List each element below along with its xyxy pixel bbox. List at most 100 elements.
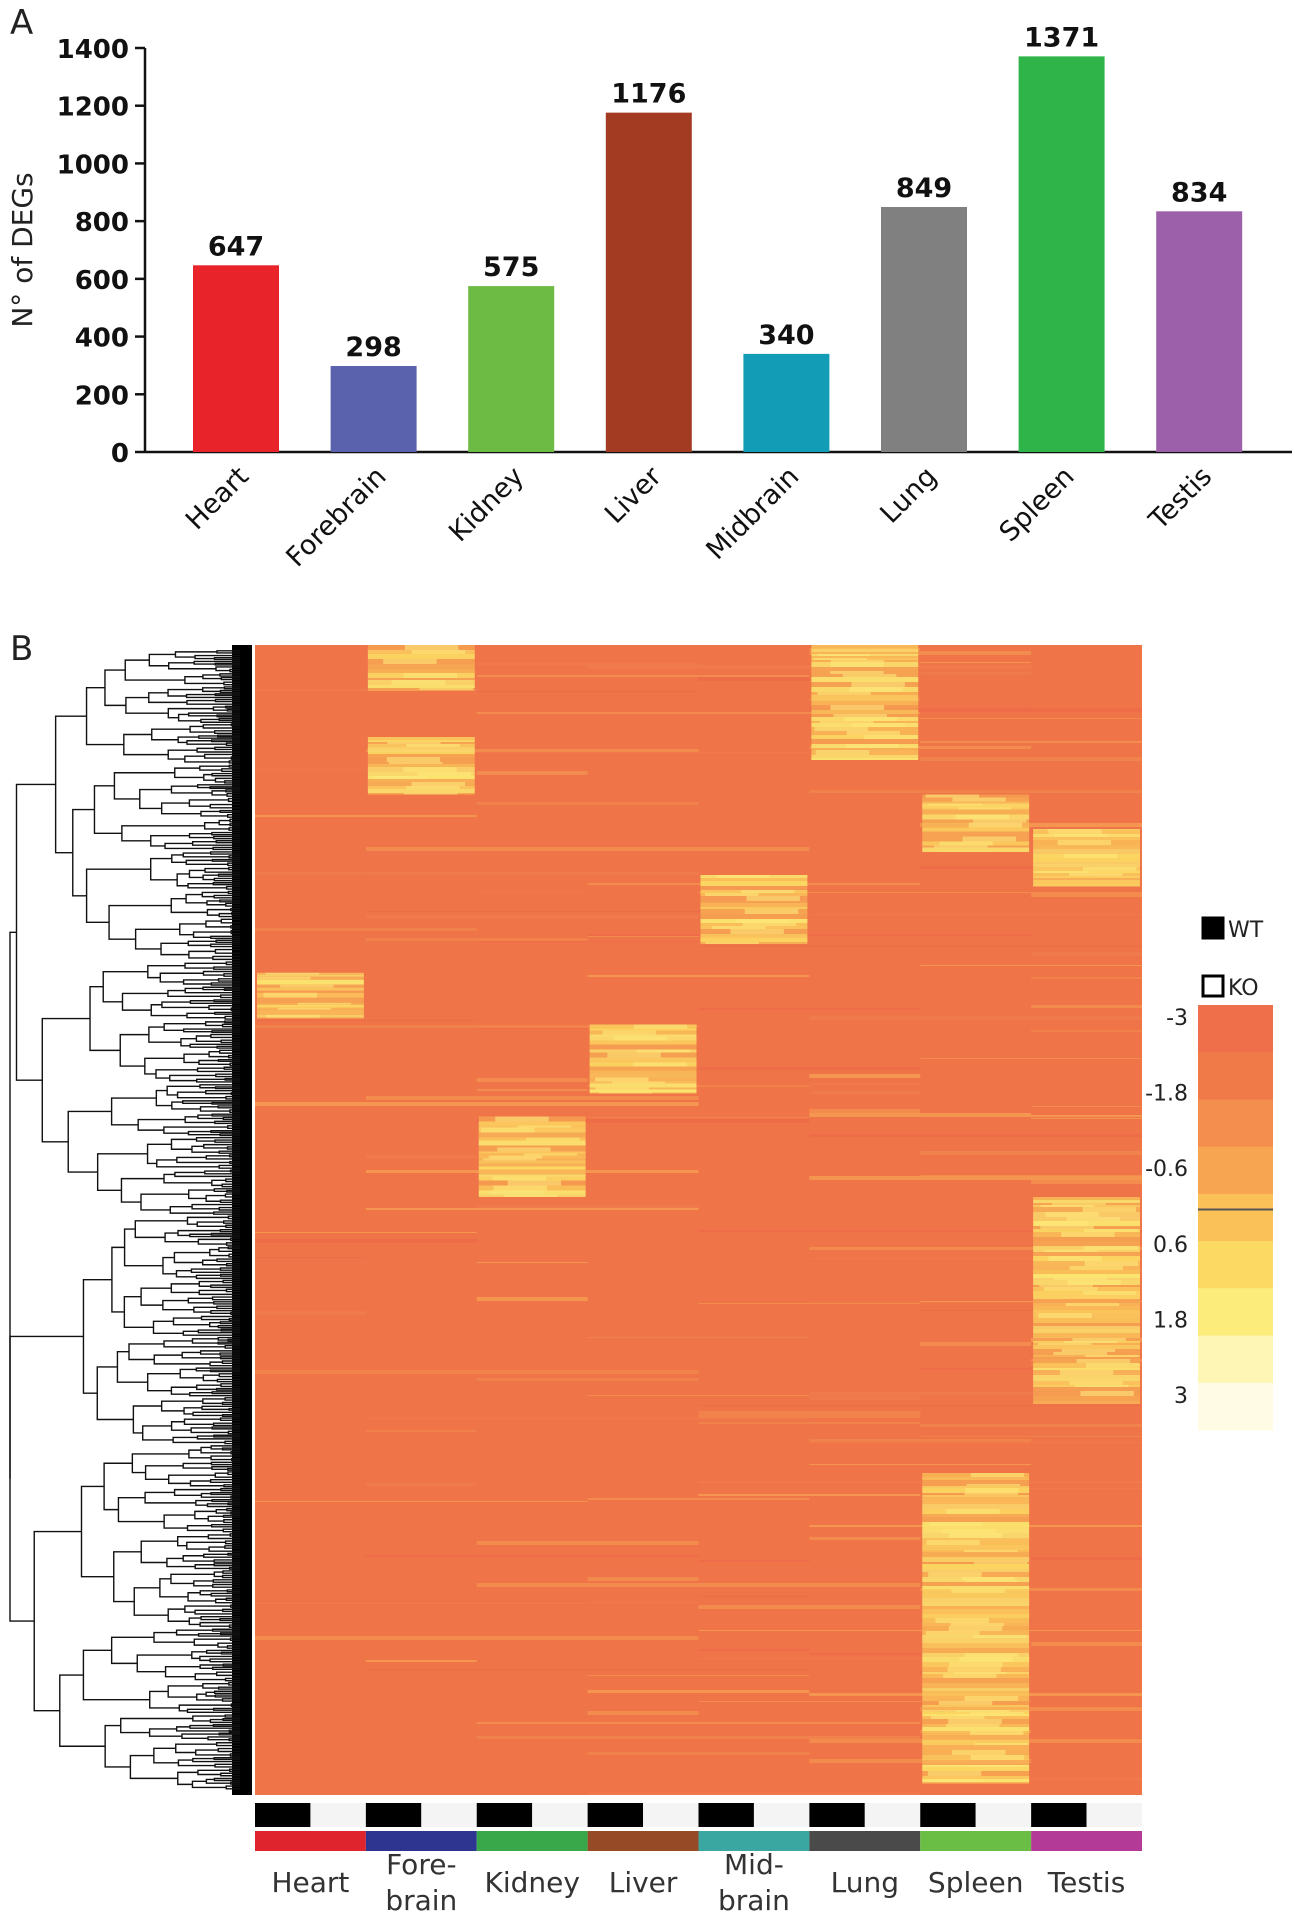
heatmap-cluster-cell: [922, 1564, 1030, 1569]
heatmap-cluster-cell: [811, 748, 919, 750]
heatmap-cluster-cell: [922, 1545, 1030, 1550]
heatmap-cell: [365, 1418, 810, 1419]
dendrogram-branch: [211, 1179, 226, 1187]
heatmap-cell: [920, 1058, 1142, 1059]
dendrogram-branch: [207, 1534, 240, 1540]
dendrogram-branch: [171, 854, 187, 864]
heatmap-cluster-cell: [1043, 1250, 1098, 1252]
heatmap-cluster-cell: [948, 1533, 1003, 1538]
dendrogram-branch: [202, 687, 225, 693]
heatmap-cluster-cell: [589, 1089, 697, 1093]
heatmap-cell: [698, 1278, 1142, 1281]
dendrogram-branch: [170, 1138, 197, 1150]
heatmap-cluster-cell: [922, 847, 1030, 852]
heatmap-cluster-cell: [947, 1667, 1001, 1672]
heatmap-cell: [920, 1622, 1142, 1626]
dendrogram-branch: [110, 1636, 155, 1665]
heatmap-cell: [476, 802, 699, 805]
heatmap-cluster-cell: [844, 717, 898, 721]
dendrogram-branch: [219, 1618, 240, 1622]
dendrogram-branch: [196, 1693, 223, 1701]
heatmap-cluster-cell: [966, 1484, 1021, 1486]
heatmap-cluster-cell: [705, 942, 759, 944]
dendrogram-branch: [230, 929, 240, 935]
heatmap-cluster-cell: [817, 654, 871, 656]
heatmap-cell: [920, 662, 1032, 663]
dendrogram-branch: [182, 979, 219, 985]
heatmap-cluster-cell: [830, 671, 884, 674]
heatmap-cluster-cell: [925, 794, 979, 798]
dendrogram-branch: [67, 1110, 112, 1173]
dendrogram-branch: [202, 874, 219, 881]
dendrogram-root: [9, 931, 17, 1479]
dendrogram-branch: [209, 1718, 240, 1724]
dendrogram-branch: [140, 1540, 178, 1564]
dendrogram-branch: [215, 1073, 240, 1078]
heatmap-cluster-cell: [478, 1163, 586, 1167]
dendrogram-branch: [215, 840, 240, 844]
heatmap-cluster-cell: [938, 851, 992, 852]
heatmap-cluster-cell: [955, 1710, 1010, 1712]
heatmap-cluster-cell: [367, 764, 475, 767]
genotype-ko-cell: [753, 1803, 810, 1827]
color-scale-step: [1198, 1264, 1273, 1289]
heatmap-cell: [809, 1537, 921, 1540]
dendrogram-branch: [204, 1021, 225, 1027]
dendrogram-branch: [216, 1305, 240, 1310]
heatmap-cell: [587, 936, 699, 937]
dendrogram-branch: [217, 1105, 240, 1109]
heatmap-cluster-cell: [955, 814, 1010, 820]
heatmap-cluster-cell: [257, 1017, 364, 1019]
dendrogram-branch: [120, 1717, 193, 1734]
heatmap-cell: [587, 1577, 699, 1581]
heatmap-cluster-cell: [926, 1540, 980, 1545]
heatmap-cell: [476, 691, 699, 692]
dendrogram-branch: [210, 1310, 240, 1315]
x-tick-label: Spleen: [993, 461, 1080, 548]
heatmap-cell: [1031, 995, 1142, 996]
column-annotation: Heart Fore-brain Kidney Liver Mid-brain Lung S…: [255, 1803, 1142, 1917]
heatmap-cluster-cell: [942, 1529, 996, 1533]
heatmap-cluster-cell: [939, 841, 993, 846]
dendrogram-branch: [167, 662, 217, 670]
heatmap-cell: [476, 941, 699, 942]
legend-label-ko: KO: [1228, 976, 1259, 1001]
heatmap-cluster-cell: [815, 750, 870, 755]
heatmap-cluster-cell: [922, 1705, 1030, 1707]
heatmap-cell: [1031, 1715, 1142, 1716]
heatmap-cluster-cell: [489, 1190, 544, 1195]
dendrogram-branch: [217, 734, 240, 738]
heatmap-cluster-cell: [922, 1504, 1030, 1509]
dendrogram-branch: [153, 1631, 195, 1643]
dendrogram-branch: [110, 1097, 157, 1126]
heatmap-cluster-cell: [367, 685, 475, 688]
dendrogram-branch: [219, 1417, 240, 1422]
heatmap-cluster-cell: [922, 1740, 1030, 1743]
heatmap-cluster-cell: [922, 1614, 1030, 1618]
panel-b-label: B: [10, 629, 33, 669]
dendrogram-branch: [227, 1054, 240, 1059]
heatmap-cluster-cell: [257, 976, 311, 980]
heatmap-cell: [365, 911, 810, 912]
genotype-ko-cell: [1086, 1803, 1142, 1827]
heatmap-cell: [920, 1707, 1142, 1711]
color-scale-tick: -3: [1166, 1006, 1188, 1031]
dendrogram-branch: [209, 1361, 240, 1367]
heatmap-cell: [920, 965, 1142, 966]
dendrogram-branch: [170, 1573, 215, 1585]
heatmap-cluster-cell: [922, 801, 1030, 804]
heatmap-cell: [920, 1468, 1142, 1471]
heatmap-cell: [476, 1089, 588, 1091]
dendrogram-branch: [213, 1777, 240, 1782]
heatmap-cluster-cell: [972, 1635, 1027, 1638]
heatmap-cluster-cell: [266, 1014, 320, 1018]
heatmap-cluster-cell: [507, 1180, 562, 1186]
heatmap-cluster-cell: [602, 1030, 656, 1035]
heatmap-cluster-cell: [811, 755, 919, 758]
heatmap-cluster-cell: [851, 723, 906, 727]
genotype-wt-cell: [698, 1803, 754, 1827]
heatmap-cell: [255, 1370, 699, 1374]
dendrogram-branch: [170, 785, 213, 794]
bar-value-label: 340: [758, 320, 814, 351]
